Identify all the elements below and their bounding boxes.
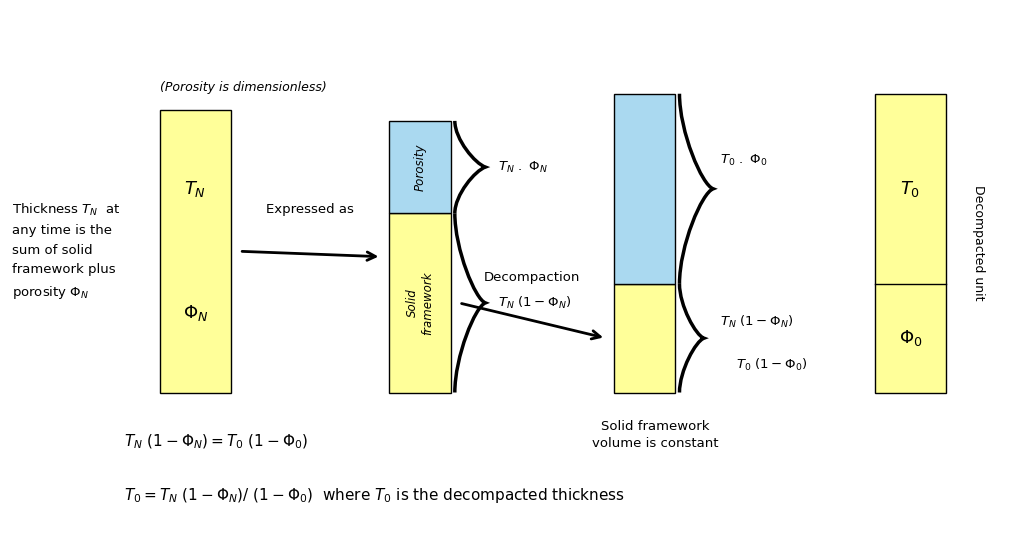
- Text: Solid framework
volume is constant: Solid framework volume is constant: [592, 420, 718, 450]
- Text: $T_N\ (1 - \Phi_N)$: $T_N\ (1 - \Phi_N)$: [720, 314, 794, 330]
- Text: $T_N$: $T_N$: [184, 179, 207, 199]
- Text: $T_N\ (1 - \Phi_N) = T_0\ (1 - \Phi_0)$: $T_N\ (1 - \Phi_N) = T_0\ (1 - \Phi_0)$: [124, 432, 308, 450]
- Text: $T_N\ .\ \Phi_N$: $T_N\ .\ \Phi_N$: [498, 159, 548, 175]
- Text: $T_0\ (1 - \Phi_0)$: $T_0\ (1 - \Phi_0)$: [735, 357, 807, 373]
- FancyBboxPatch shape: [160, 110, 231, 393]
- Text: (Porosity is dimensionless): (Porosity is dimensionless): [160, 81, 327, 94]
- Text: Decompacted unit: Decompacted unit: [972, 186, 985, 301]
- Text: $\Phi_N$: $\Phi_N$: [182, 304, 208, 323]
- FancyBboxPatch shape: [614, 94, 676, 284]
- FancyBboxPatch shape: [389, 121, 451, 213]
- Text: $T_N\ (1 - \Phi_N)$: $T_N\ (1 - \Phi_N)$: [498, 295, 571, 311]
- Text: $T_0 = T_N\ (1 - \Phi_N)/\ (1 - \Phi_0)$  where $T_0$ is the decompacted thickne: $T_0 = T_N\ (1 - \Phi_N)/\ (1 - \Phi_0)$…: [124, 486, 625, 505]
- FancyBboxPatch shape: [389, 213, 451, 393]
- Text: Thickness $T_N$  at
any time is the
sum of solid
framework plus
porosity $\Phi_N: Thickness $T_N$ at any time is the sum o…: [11, 201, 120, 301]
- Text: Decompaction: Decompaction: [484, 271, 581, 284]
- Text: $\Phi_0$: $\Phi_0$: [898, 328, 922, 348]
- Text: Solid
framework: Solid framework: [406, 271, 434, 335]
- Text: Expressed as: Expressed as: [266, 203, 354, 216]
- Text: $T_0$: $T_0$: [900, 179, 921, 199]
- Text: $T_0\ .\ \Phi_0$: $T_0\ .\ \Phi_0$: [720, 153, 768, 168]
- FancyBboxPatch shape: [614, 284, 676, 393]
- Text: Porosity: Porosity: [414, 143, 427, 191]
- FancyBboxPatch shape: [874, 94, 946, 393]
